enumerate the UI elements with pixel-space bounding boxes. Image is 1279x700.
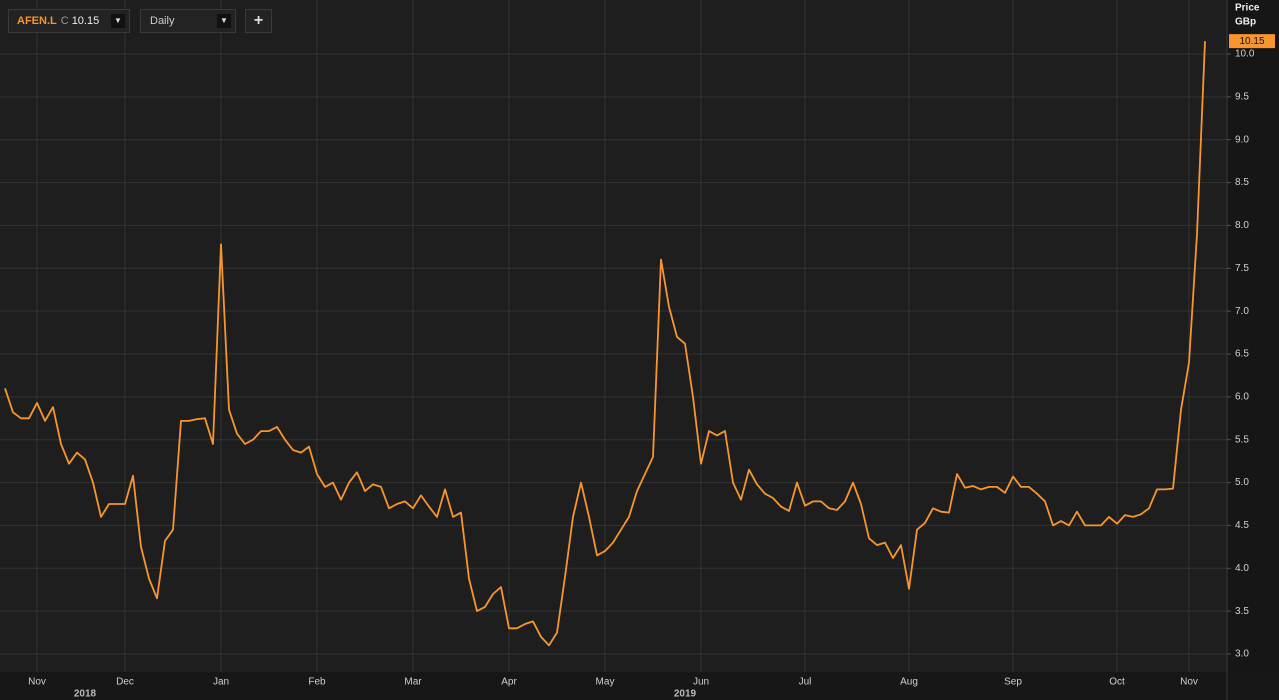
x-tick-label: Apr	[501, 677, 517, 688]
y-axis-unit: GBp	[1235, 17, 1256, 28]
interval: Daily	[150, 15, 175, 27]
symbol: AFEN.L	[17, 15, 57, 27]
y-tick-label: 4.5	[1235, 520, 1249, 531]
y-axis-title: Price	[1235, 3, 1260, 14]
x-tick-label: Mar	[404, 677, 422, 688]
last-price-tag	[1229, 34, 1275, 49]
y-tick-label: 8.5	[1235, 177, 1249, 188]
x-tick-label: Dec	[116, 677, 134, 688]
dropdown-arrow[interactable]: ▼	[217, 14, 231, 28]
y-tick-label: 7.5	[1235, 263, 1249, 274]
x-tick-label: Jun	[693, 677, 709, 688]
year-label: 2019	[674, 689, 697, 700]
y-tick-label: 8.0	[1235, 220, 1249, 231]
interval-selector[interactable]: Daily ▼	[140, 9, 236, 33]
y-tick-label: 3.0	[1235, 649, 1249, 660]
x-tick-label: Aug	[900, 677, 918, 688]
close-value: 10.15	[71, 15, 100, 27]
price-line	[4, 41, 1206, 647]
close-prefix: C	[60, 15, 69, 27]
last-price-label: 10.15	[1239, 36, 1264, 47]
x-tick-label: Jul	[799, 677, 812, 688]
x-tick-label: May	[596, 677, 615, 688]
x-tick-label: Oct	[1109, 677, 1125, 688]
y-tick-label: 4.0	[1235, 563, 1249, 574]
add-button[interactable]: +	[245, 9, 272, 33]
x-tick-label: Jan	[213, 677, 229, 688]
y-tick-label: 3.5	[1235, 606, 1249, 617]
y-tick-label: 6.0	[1235, 391, 1249, 402]
x-tick-label: Nov	[1180, 677, 1198, 688]
y-tick-label: 10.0	[1235, 49, 1255, 60]
y-tick-label: 6.5	[1235, 349, 1249, 360]
x-axis-band	[0, 672, 1279, 700]
plot-background	[0, 0, 1227, 672]
x-tick-label: Feb	[308, 677, 326, 688]
x-tick-label: Nov	[28, 677, 46, 688]
symbol-selector[interactable]: AFEN.L C 10.15 ▼	[8, 9, 130, 33]
y-tick-label: 5.5	[1235, 434, 1249, 445]
dropdown-arrow[interactable]: ▼	[111, 14, 125, 28]
y-tick-label: 5.0	[1235, 477, 1249, 488]
y-tick-label: 9.0	[1235, 134, 1249, 145]
year-label: 2018	[74, 689, 97, 700]
y-tick-label: 7.0	[1235, 306, 1249, 317]
y-axis-band	[1227, 0, 1279, 672]
y-tick-label: 9.5	[1235, 91, 1249, 102]
x-tick-label: Sep	[1004, 677, 1022, 688]
